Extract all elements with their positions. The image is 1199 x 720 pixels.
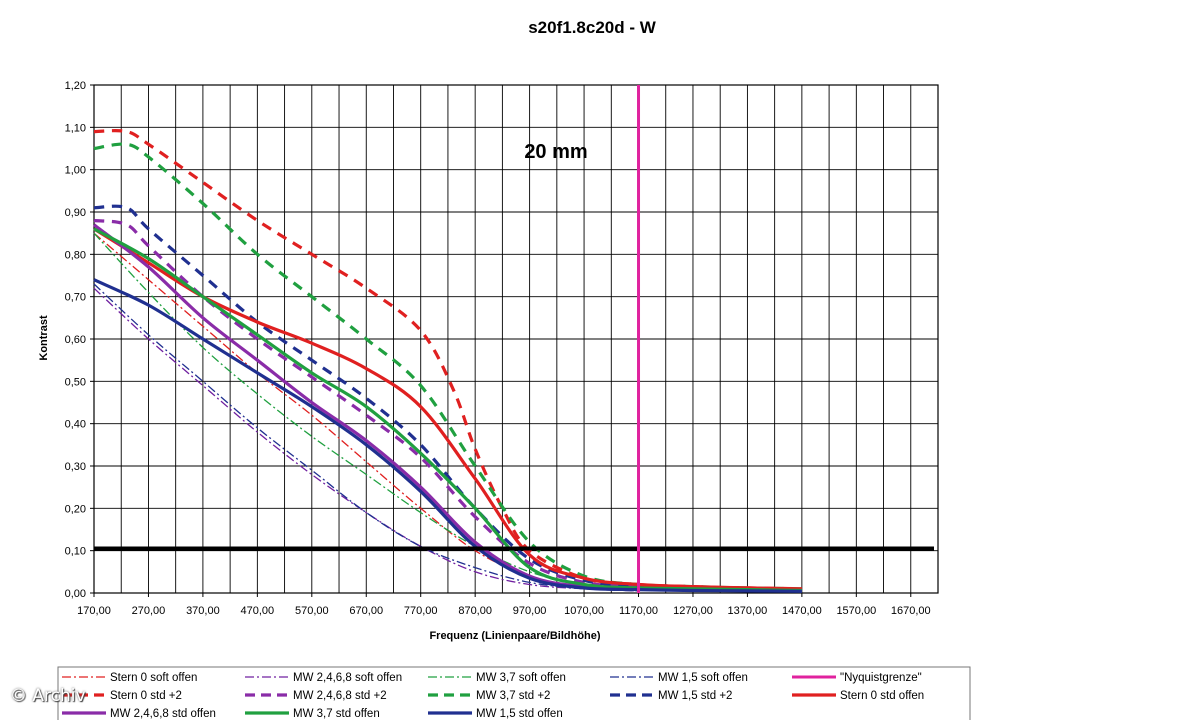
x-tick-label: 970,00 <box>513 605 547 617</box>
x-tick-label: 670,00 <box>349 605 383 617</box>
x-axis-ticks: 170,00 270,00 370,00 470,00 570,00 670,00 770,… <box>77 593 931 617</box>
legend-label: MW 1,5 std offen <box>476 708 563 720</box>
x-tick-label: 1570,00 <box>836 605 876 617</box>
x-tick-label: 770,00 <box>404 605 438 617</box>
x-tick-label: 370,00 <box>186 605 220 617</box>
x-tick-label: 570,00 <box>295 605 329 617</box>
legend-label: Stern 0 soft offen <box>110 672 197 684</box>
legend-label: MW 2,4,6,8 std offen <box>110 708 216 720</box>
chart-annotation: 20 mm <box>524 141 587 163</box>
y-tick-label: 0,60 <box>65 334 86 346</box>
legend: Stern 0 soft offen MW 2,4,6,8 soft offen M… <box>57 666 971 720</box>
x-tick-label: 870,00 <box>458 605 492 617</box>
series-line-mw-1-5-std-2 <box>93 204 802 592</box>
legend-label: "Nyquistgrenze" <box>840 672 922 684</box>
legend-label: MW 2,4,6,8 soft offen <box>293 672 402 684</box>
grid <box>93 84 939 594</box>
chart-title: s20f1.8c20d - W <box>528 18 657 37</box>
legend-label: Stern 0 std +2 <box>110 690 182 702</box>
y-tick-label: 0,10 <box>65 546 86 558</box>
x-axis-label: Frequenz (Linienpaare/Bildhöhe) <box>429 630 600 642</box>
y-tick-label: 0,00 <box>65 588 86 600</box>
legend-label: MW 3,7 std offen <box>293 708 380 720</box>
y-tick-label: 0,20 <box>65 503 86 515</box>
series-lines <box>93 129 802 593</box>
y-tick-label: 1,20 <box>65 80 86 92</box>
legend-label: MW 3,7 std +2 <box>476 690 550 702</box>
y-tick-label: 0,50 <box>65 376 86 388</box>
x-tick-label: 1270,00 <box>673 605 713 617</box>
y-tick-label: 0,40 <box>65 419 86 431</box>
y-tick-label: 1,10 <box>65 122 86 134</box>
y-tick-label: 0,70 <box>65 292 86 304</box>
x-tick-label: 270,00 <box>132 605 166 617</box>
y-tick-label: 0,30 <box>65 461 86 473</box>
x-tick-label: 1670,00 <box>891 605 931 617</box>
series-line-mw-3-7-soft-offen <box>93 232 639 590</box>
series-line-mw-1-5-std-offen <box>93 278 802 593</box>
x-tick-label: 1470,00 <box>782 605 822 617</box>
legend-label: MW 2,4,6,8 std +2 <box>293 690 387 702</box>
x-tick-label: 170,00 <box>77 605 111 617</box>
y-tick-label: 0,90 <box>65 207 86 219</box>
legend-label: MW 1,5 std +2 <box>658 690 732 702</box>
legend-label: MW 1,5 soft offen <box>658 672 748 684</box>
legend-label: MW 3,7 soft offen <box>476 672 566 684</box>
legend-label: Stern 0 std offen <box>840 690 924 702</box>
x-tick-label: 1370,00 <box>728 605 768 617</box>
x-tick-label: 470,00 <box>241 605 275 617</box>
y-axis-ticks: 0,00 0,10 0,20 0,30 0,40 0,50 0,60 0,70 0,80 0,90… <box>65 80 94 600</box>
series-line-mw-3-7-std-offen <box>93 227 802 593</box>
y-tick-label: 1,00 <box>65 165 86 177</box>
x-tick-label: 1170,00 <box>619 605 658 617</box>
y-axis-label: Kontrast <box>38 315 50 361</box>
copyright-watermark: © Archiv <box>10 686 86 706</box>
y-tick-label: 0,80 <box>65 249 86 261</box>
series-line-mw-1-5-soft-offen <box>93 283 639 592</box>
x-tick-label: 1070,00 <box>564 605 604 617</box>
